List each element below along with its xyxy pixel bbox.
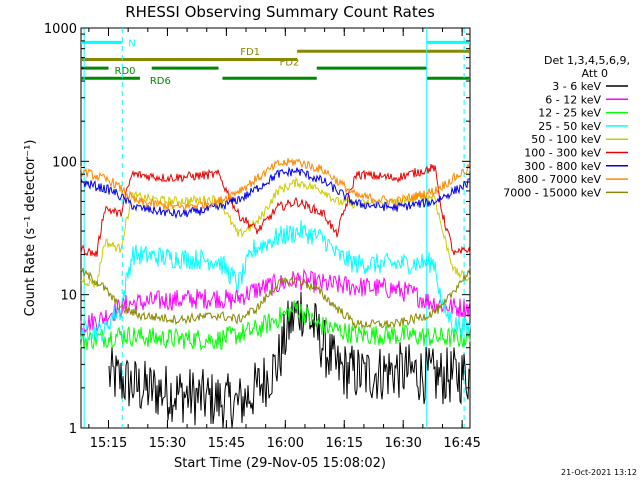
state-label-fd1: FD1	[240, 47, 260, 58]
x-tick-label: 15:30	[149, 436, 186, 451]
y-tick-label: 10	[60, 289, 77, 304]
legend-entry-label: 100 - 300 keV	[524, 147, 601, 160]
legend-header: Det 1,3,4,5,6,9,	[544, 54, 630, 67]
series-line-7	[80, 166, 471, 220]
state-label-n: N	[128, 38, 135, 49]
legend-entry-label: 25 - 50 keV	[538, 120, 601, 133]
legend-entry-label: 3 - 6 keV	[552, 80, 601, 93]
series-line-5	[80, 176, 471, 289]
legend-entry-label: 800 - 7000 keV	[517, 173, 601, 186]
x-tick-label: 16:30	[384, 436, 421, 451]
y-tick-label: 1	[69, 422, 77, 437]
y-tick-label: 1000	[44, 22, 77, 37]
x-tick-label: 16:15	[326, 436, 363, 451]
y-tick-label: 100	[52, 155, 77, 170]
legend-entry-label: 300 - 800 keV	[524, 160, 601, 173]
state-label-fd2: FD2	[280, 58, 300, 69]
state-label-rd0: RD0	[115, 66, 136, 77]
y-axis-label: Count Rate (s⁻¹ detector⁻¹)	[23, 140, 38, 317]
series-line-8	[80, 157, 471, 212]
legend-entry-label: 12 - 25 keV	[538, 107, 601, 120]
legend-entry-label: 50 - 100 keV	[531, 133, 601, 146]
x-axis-label: Start Time (29-Nov-05 15:08:02)	[174, 456, 386, 471]
series-line-9	[80, 266, 471, 330]
chart-title: RHESSI Observing Summary Count Rates	[125, 3, 435, 21]
footer-date: 21-Oct-2021 13:12	[561, 468, 637, 477]
legend-entry-label: 6 - 12 keV	[545, 93, 601, 106]
legend-entry-label: 7000 - 15000 keV	[503, 186, 601, 199]
x-tick-label: 15:15	[90, 436, 127, 451]
series-line-4	[80, 220, 471, 342]
state-label-rd6: RD6	[150, 76, 171, 87]
plot-area	[80, 27, 471, 429]
series-line-1	[108, 291, 471, 429]
legend-header: Att 0	[582, 67, 608, 80]
series-line-2	[80, 268, 471, 334]
x-tick-label: 16:00	[267, 436, 304, 451]
series-line-3	[80, 300, 471, 352]
series-line-6	[80, 163, 471, 257]
x-tick-label: 15:45	[208, 436, 245, 451]
x-tick-label: 16:45	[443, 436, 480, 451]
